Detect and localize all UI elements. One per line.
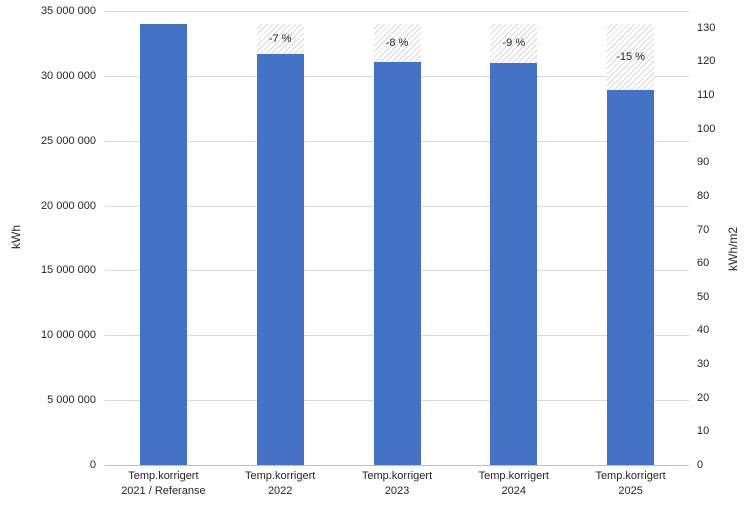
- y-axis-tick-label-right: 20: [697, 391, 710, 404]
- y-axis-tick-label-right: 30: [697, 358, 710, 371]
- bar: [490, 62, 538, 465]
- category-label-line2: 2025: [618, 485, 643, 497]
- bar-hatch-remainder: -9 %: [490, 23, 538, 63]
- x-axis-category-label: Temp.korrigert 2022: [221, 469, 339, 499]
- y-axis-tick-label-right: 130: [697, 21, 716, 34]
- y-axis-tick-label-right: 70: [697, 223, 710, 236]
- y-axis-tick-label-right: 60: [697, 257, 710, 270]
- percent-reduction-label: -9 %: [502, 37, 526, 50]
- percent-reduction-label: -8 %: [385, 36, 409, 49]
- y-axis-tick-label-left: 15 000 000: [40, 264, 96, 277]
- y-axis-tick-label-right: 0: [697, 459, 704, 471]
- y-axis-title-right: kWh/m2: [726, 226, 740, 272]
- x-axis-category-label: Temp.korrigert 2023: [338, 469, 456, 499]
- y-axis-tick-label-right: 120: [697, 55, 716, 68]
- y-axis-tick-label-right: 110: [697, 89, 715, 102]
- y-axis-title-left: kWh: [9, 225, 23, 249]
- y-axis-tick-label-left: 0: [89, 459, 96, 471]
- bar: [373, 61, 421, 465]
- category-label-line2: 2024: [501, 485, 527, 497]
- bar-hatch-remainder: -8 %: [373, 23, 421, 62]
- y-axis-tick-label-left: 25 000 000: [40, 134, 96, 147]
- percent-reduction-label: -15 %: [616, 51, 645, 64]
- bar-hatch-remainder: -15 %: [607, 23, 655, 91]
- y-axis-tick-label-left: 20 000 000: [40, 199, 96, 212]
- y-axis-tick-label-right: 10: [697, 425, 710, 438]
- percent-reduction-label: -7 %: [268, 32, 292, 45]
- x-axis-line: [105, 465, 689, 466]
- y-axis-tick-label-right: 90: [697, 156, 710, 169]
- y-axis-tick-label-left: 5 000 000: [47, 394, 96, 407]
- bar-hatch-remainder: -7 %: [256, 23, 304, 54]
- y-axis-tick-label-left: 30 000 000: [40, 69, 96, 82]
- y-axis-tick-label-left: 35 000 000: [40, 5, 96, 17]
- category-label-line1: Temp.korrigert: [595, 470, 666, 482]
- category-label-line1: Temp.korrigert: [478, 470, 549, 482]
- category-label-line2: 2022: [267, 485, 293, 497]
- category-label-line1: Temp.korrigert: [128, 470, 199, 482]
- y-axis-tick-label-right: 50: [697, 290, 710, 303]
- y-axis-tick-label-right: 100: [697, 122, 716, 135]
- bar: [256, 53, 304, 465]
- category-label-line2: 2021 / Referanse: [121, 485, 206, 497]
- category-label-line1: Temp.korrigert: [245, 470, 316, 482]
- category-label-line1: Temp.korrigert: [361, 470, 433, 482]
- x-axis-category-label: Temp.korrigert 2025: [572, 469, 690, 499]
- bar: [139, 23, 187, 465]
- bar: [607, 90, 655, 465]
- category-label-line2: 2023: [384, 485, 410, 497]
- y-axis-tick-label-left: 10 000 000: [40, 329, 96, 342]
- x-axis-category-label: Temp.korrigert 2021 / Referanse: [104, 469, 222, 499]
- gridline: [105, 11, 689, 12]
- y-axis-tick-label-right: 80: [697, 189, 710, 202]
- x-axis-category-label: Temp.korrigert 2024: [455, 469, 573, 499]
- y-axis-tick-label-right: 40: [697, 324, 710, 337]
